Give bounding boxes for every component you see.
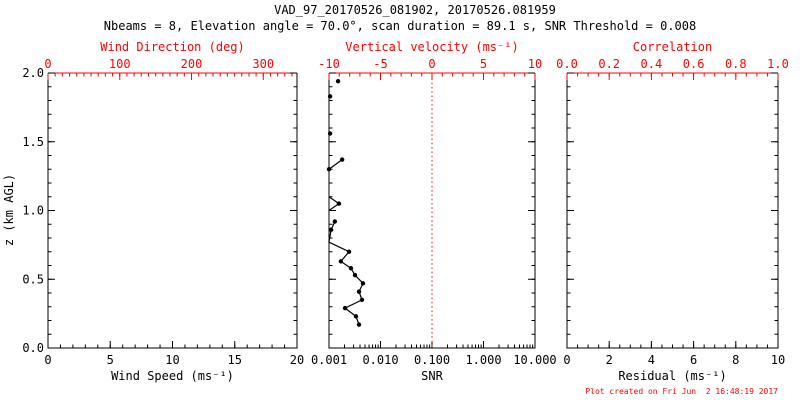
- axis-title-snr-top: Vertical velocity (ms⁻¹): [345, 40, 518, 54]
- x-tick-label: 4: [648, 353, 655, 367]
- x-tick-label: 0: [563, 353, 570, 367]
- snr-data-point: [352, 272, 358, 278]
- snr-data-point: [348, 266, 354, 271]
- snr-data-point: [360, 281, 366, 286]
- snr-data-point: [353, 314, 359, 319]
- y-tick-label: 0.0: [22, 341, 44, 355]
- x-tick-label: 0.100: [414, 353, 450, 367]
- y-tick-label: 1.5: [22, 135, 44, 149]
- axis-title-residual-bottom: Residual (ms⁻¹): [618, 369, 726, 383]
- x-tick-label: 0.010: [362, 353, 398, 367]
- x-tick-label: 6: [690, 353, 697, 367]
- snr-data-point: [327, 94, 333, 99]
- panel-residual-box: [566, 73, 779, 349]
- y-tick-label: 0.5: [22, 272, 44, 286]
- plot-created-timestamp: Plot created on Fri Jun 2 16:48:19 2017: [585, 387, 778, 396]
- snr-data-point: [346, 249, 352, 254]
- snr-data-point: [359, 297, 365, 303]
- snr-data-point: [328, 227, 334, 232]
- y-tick-label: 2.0: [22, 66, 44, 80]
- y-tick-label: 1.0: [22, 204, 44, 218]
- x-tick-label: 1.000: [465, 353, 501, 367]
- top-tick-label: 0.4: [641, 57, 663, 71]
- x-tick-label: 15: [228, 353, 242, 367]
- axis-title-snr-bottom: SNR: [421, 369, 443, 383]
- snr-profile-line: [328, 159, 343, 170]
- top-tick-label: 100: [109, 57, 131, 71]
- x-tick-label: 8: [732, 353, 739, 367]
- top-tick-label: 10: [528, 57, 542, 71]
- top-tick-label: 0: [428, 57, 435, 71]
- snr-data-point: [356, 289, 362, 294]
- top-tick-label: 0.8: [725, 57, 747, 71]
- snr-data-point: [335, 79, 341, 84]
- x-tick-label: 20: [290, 353, 304, 367]
- top-tick-label: 0.2: [598, 57, 620, 71]
- x-tick-label: 10.000: [513, 353, 556, 367]
- top-tick-label: -10: [318, 57, 340, 71]
- panel-wind-speed-box: [47, 73, 298, 349]
- top-tick-label: 0: [44, 57, 51, 71]
- top-tick-label: 0.0: [556, 57, 578, 71]
- axis-title-residual-top: Correlation: [633, 40, 712, 54]
- axis-title-wind-speed-top: Wind Direction (deg): [100, 40, 245, 54]
- top-tick-label: -5: [373, 57, 387, 71]
- snr-data-point: [336, 201, 342, 206]
- x-tick-label: 0: [44, 353, 51, 367]
- top-tick-label: 0.6: [683, 57, 705, 71]
- plot-title: VAD_97_20170526_081902, 20170526.081959: [274, 3, 556, 17]
- x-tick-label: 2: [606, 353, 613, 367]
- snr-data-point: [332, 219, 338, 224]
- snr-data-point: [342, 305, 348, 311]
- snr-data-point: [339, 157, 345, 162]
- top-tick-label: 5: [480, 57, 487, 71]
- snr-data-point: [327, 131, 333, 136]
- y-axis-title: z (km AGL): [2, 174, 16, 246]
- snr-data-point: [356, 322, 362, 327]
- top-tick-label: 300: [252, 57, 274, 71]
- snr-data-point: [338, 259, 344, 264]
- x-tick-label: 10: [771, 353, 785, 367]
- snr-data-point: [326, 167, 332, 172]
- top-tick-label: 200: [181, 57, 203, 71]
- x-tick-label: 0.001: [311, 353, 347, 367]
- top-tick-label: 1.0: [767, 57, 789, 71]
- axis-title-wind-speed-bottom: Wind Speed (ms⁻¹): [111, 369, 234, 383]
- x-tick-label: 10: [165, 353, 179, 367]
- x-tick-label: 5: [107, 353, 114, 367]
- plot-subtitle: Nbeams = 8, Elevation angle = 70.0°, sca…: [103, 19, 697, 33]
